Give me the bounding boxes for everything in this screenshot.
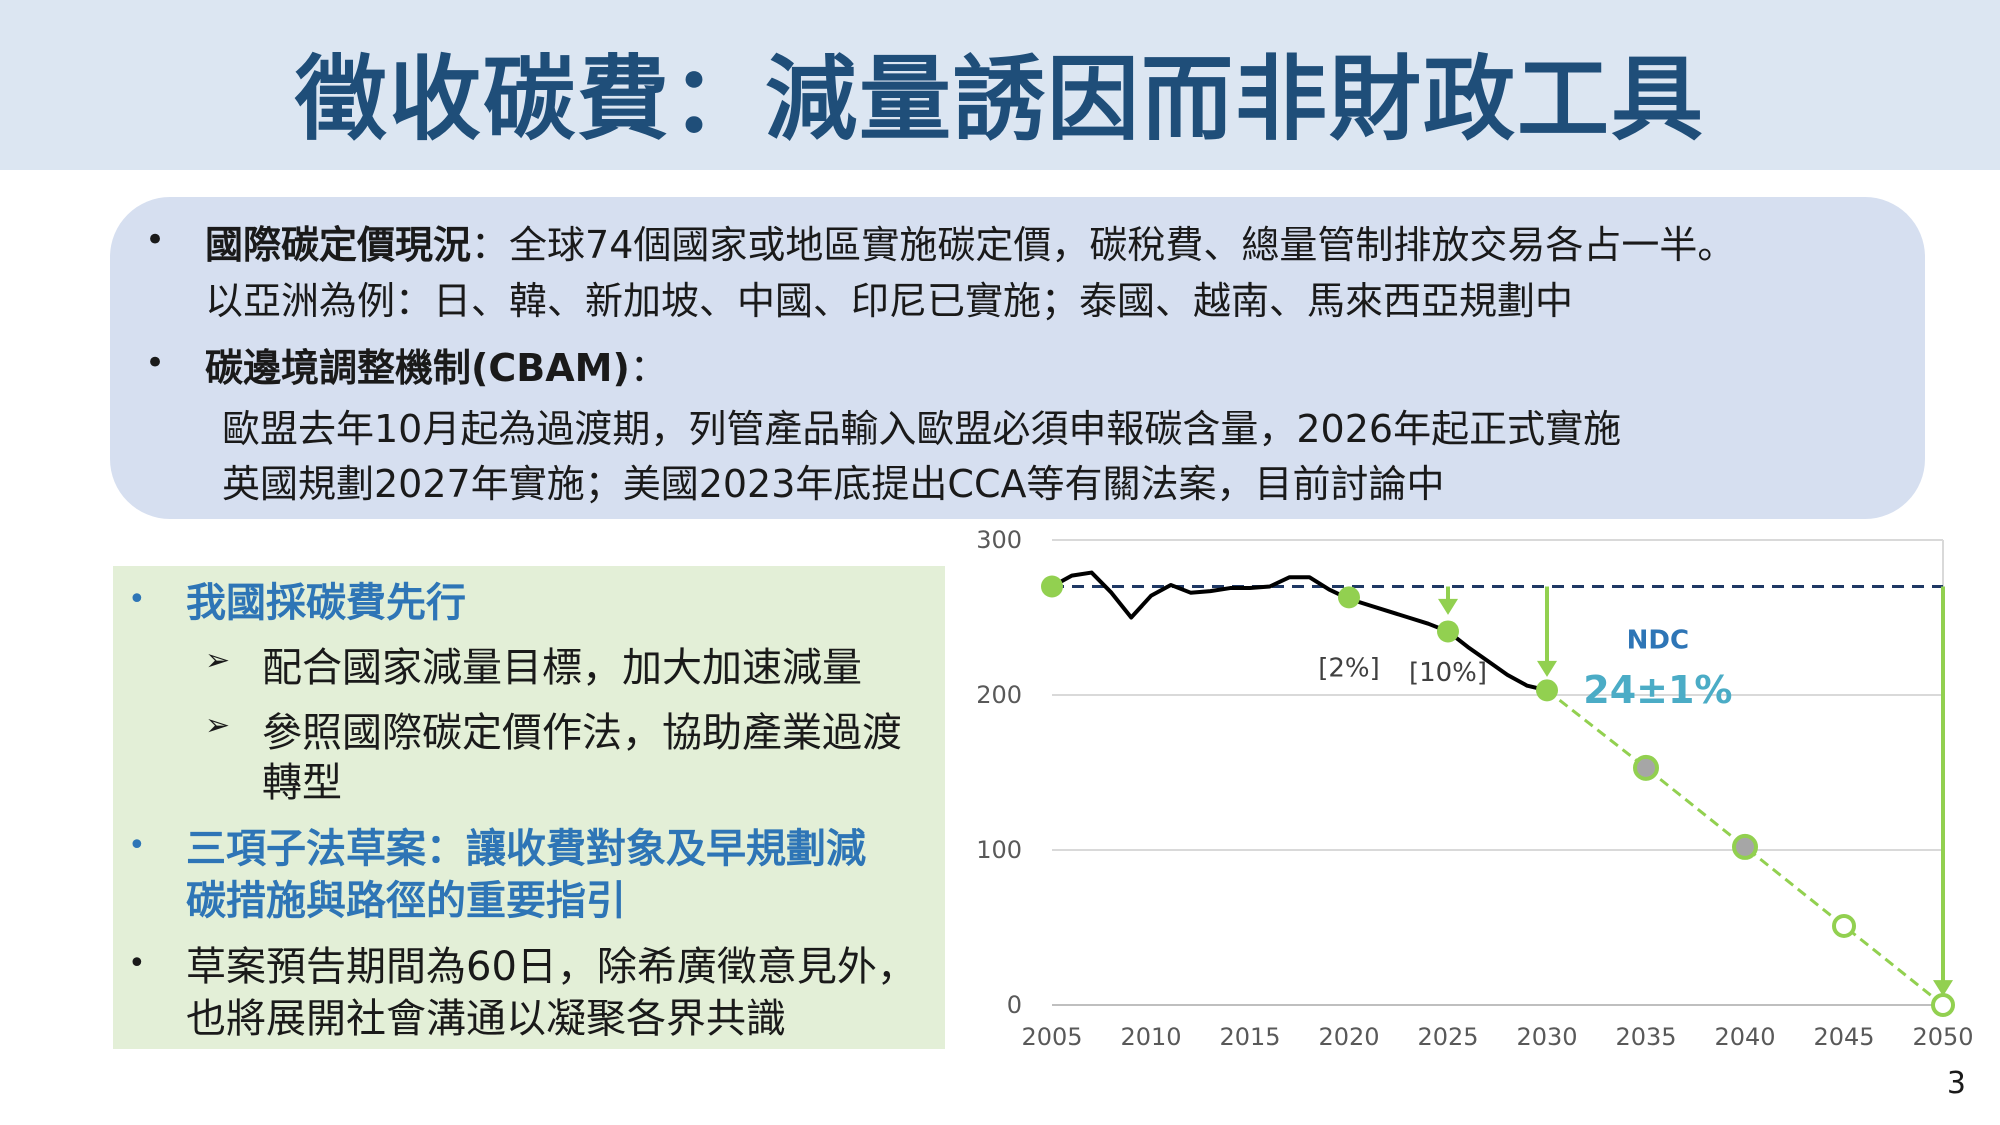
bullet-icon: •: [145, 220, 166, 260]
x-tick-label: 2035: [1615, 1023, 1676, 1051]
intro-item-1-heading: 國際碳定價現況: [205, 223, 472, 267]
y-tick-label: 100: [976, 836, 1022, 864]
data-point-marker: [1732, 833, 1758, 860]
page-number: 3: [1946, 1066, 1966, 1101]
policy-item-1: 我國採碳費先行: [186, 580, 466, 626]
arrow-bullet-icon: ➢: [205, 643, 231, 678]
historical-emissions-line: [1051, 570, 1548, 693]
ndc-label: NDC: [1627, 626, 1689, 656]
chart-annotation: [2%]: [1318, 653, 1380, 683]
policy-box: [113, 566, 945, 1049]
x-axis-ticks: 2005 2010 2015 2020 2025 2030 2035 2040 2045 2050: [1021, 1023, 1973, 1051]
y-tick-label: 200: [976, 681, 1022, 709]
data-point-marker: [1437, 620, 1459, 643]
x-tick-label: 2010: [1120, 1023, 1181, 1051]
data-point-marker: [1633, 754, 1659, 781]
x-tick-label: 2015: [1219, 1023, 1280, 1051]
bullet-icon: •: [145, 343, 166, 383]
page-title: 徵收碳費：減量誘因而非財政工具: [294, 46, 1705, 153]
intro-item-1-text: ：全球74個國家或地區實施碳定價，碳稅費、總量管制排放交易各占一半。: [471, 223, 1736, 267]
arrow-bullet-icon: ➢: [205, 708, 231, 743]
x-tick-label: 2050: [1912, 1023, 1973, 1051]
policy-item-3-line2: 也將展開社會溝通以凝聚各界共識: [186, 996, 786, 1042]
arrow-head-icon: [1537, 660, 1557, 677]
policy-item-2-line2: 碳措施與路徑的重要指引: [186, 878, 626, 924]
intro-item-1: 國際碳定價現況：全球74個國家或地區實施碳定價，碳稅費、總量管制排放交易各占一半…: [205, 214, 1735, 269]
title-band: [0, 0, 2000, 170]
arrow-head-icon: [1933, 980, 1953, 997]
intro-item-2-heading: 碳邊境調整機制(CBAM): [205, 346, 630, 390]
x-tick-label: 2045: [1813, 1023, 1874, 1051]
policy-subitem-2: 參照國際碳定價作法，協助產業過渡: [262, 710, 902, 756]
data-point-marker: [1536, 679, 1558, 702]
chart-series: [1051, 570, 1944, 1007]
bullet-icon: •: [128, 946, 146, 981]
policy-subitem-2-line2: 轉型: [262, 760, 342, 806]
policy-item-2: 三項子法草案：讓收費對象及早規劃減: [186, 826, 866, 872]
bullet-icon: •: [128, 828, 146, 863]
data-point-marker: [1338, 586, 1360, 609]
data-point-marker: [1931, 993, 1955, 1017]
intro-item-2: 碳邊境調整機制(CBAM)：: [205, 337, 668, 392]
intro-item-2-line3: 英國規劃2027年實施；美國2023年底提出CCA等有關法案，目前討論中: [222, 462, 1445, 506]
intro-item-1-line2: 以亞洲為例：日、韓、新加坡、中國、印尼已實施；泰國、越南、馬來西亞規劃中: [205, 279, 1574, 323]
intro-box: [110, 197, 1925, 519]
intro-item-2-text: ：: [629, 346, 668, 390]
policy-subitem-1: 配合國家減量目標，加大加速減量: [262, 645, 862, 691]
x-tick-label: 2005: [1021, 1023, 1082, 1051]
ndc-target-label: 24±1%: [1583, 668, 1732, 712]
chart-grid: [1052, 539, 1944, 1006]
data-point-marker: [1041, 575, 1063, 598]
policy-item-3: 草案預告期間為60日，除希廣徵意見外，: [186, 944, 917, 990]
target-pathway-line: [1546, 689, 1944, 1007]
reduction-arrows: [1438, 586, 1953, 997]
chart-annotations: [2%] [10%] NDC 24±1%: [1318, 626, 1732, 712]
data-point-marker: [1832, 913, 1856, 938]
x-tick-label: 2030: [1516, 1023, 1577, 1051]
chart-markers: [1041, 575, 1955, 1017]
x-tick-label: 2025: [1417, 1023, 1478, 1051]
y-tick-label: 300: [976, 526, 1022, 554]
y-axis-ticks: 0 100 200 300: [976, 526, 1022, 1019]
y-tick-label: 0: [1007, 991, 1022, 1019]
bullet-icon: •: [128, 582, 146, 617]
intro-item-2-line2: 歐盟去年10月起為過渡期，列管產品輸入歐盟必須申報碳含量，2026年起正式實施: [222, 407, 1622, 451]
x-tick-label: 2040: [1714, 1023, 1775, 1051]
x-tick-label: 2020: [1318, 1023, 1379, 1051]
chart-annotation: [10%]: [1409, 658, 1487, 688]
arrow-head-icon: [1438, 598, 1458, 615]
